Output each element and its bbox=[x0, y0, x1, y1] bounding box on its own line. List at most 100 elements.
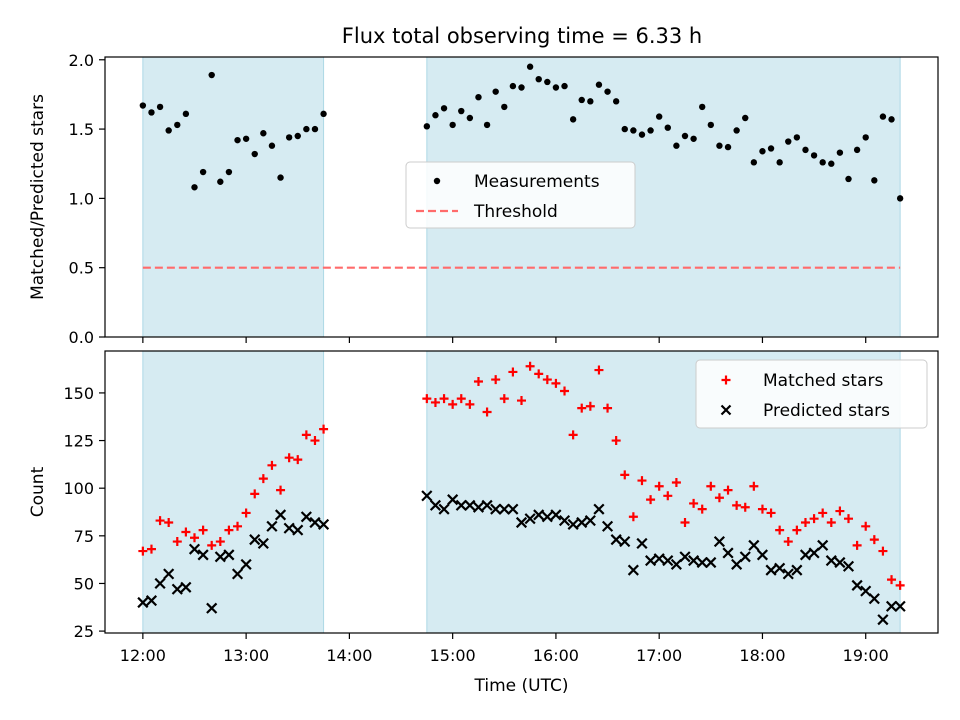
measurement-point bbox=[492, 88, 499, 95]
measurement-point bbox=[621, 125, 628, 133]
predicted-star-point bbox=[851, 579, 863, 591]
predicted-star-point bbox=[662, 555, 674, 567]
predicted-star-point bbox=[567, 518, 579, 530]
matched-star-point bbox=[215, 537, 225, 547]
x-tick-label: 17:00 bbox=[636, 646, 682, 665]
predicted-star-point bbox=[481, 499, 493, 511]
predicted-star-point bbox=[300, 511, 312, 523]
matched-star-point bbox=[508, 367, 518, 377]
y-tick-label: 75 bbox=[74, 527, 94, 546]
matched-star-point bbox=[852, 540, 862, 550]
measurement-point bbox=[733, 127, 740, 134]
measurement-point bbox=[793, 134, 801, 141]
matched-star-point bbox=[517, 396, 526, 406]
predicted-star-point bbox=[808, 547, 820, 559]
measurement-point bbox=[862, 134, 869, 141]
matched-star-point bbox=[895, 580, 905, 590]
matched-star-point bbox=[241, 508, 251, 518]
measurement-point bbox=[148, 109, 155, 116]
measurement-point bbox=[191, 184, 198, 191]
matched-star-point bbox=[671, 477, 681, 487]
predicted-star-point bbox=[627, 564, 639, 576]
matched-star-point bbox=[525, 361, 535, 371]
legend-label: Measurements bbox=[474, 172, 600, 192]
measurement-point bbox=[285, 134, 293, 141]
measurement-point bbox=[303, 125, 310, 133]
measurement-point bbox=[888, 116, 895, 123]
predicted-star-point bbox=[696, 556, 708, 569]
matched-star-point bbox=[714, 493, 724, 503]
matched-star-point bbox=[628, 512, 638, 522]
matched-star-point bbox=[138, 546, 148, 556]
measurement-point bbox=[449, 121, 456, 129]
legend-box bbox=[405, 161, 636, 229]
predicted-star-point bbox=[868, 593, 880, 605]
measurement-point bbox=[509, 82, 517, 90]
matched-star-point bbox=[878, 546, 888, 556]
matched-star-point bbox=[293, 455, 303, 465]
predicted-star-point bbox=[507, 503, 519, 515]
matched-star-point bbox=[439, 394, 449, 404]
predicted-star-point bbox=[472, 501, 485, 513]
matched-star-point bbox=[250, 489, 260, 499]
matched-star-point bbox=[663, 491, 673, 501]
matched-star-point bbox=[749, 481, 759, 491]
predicted-star-point bbox=[782, 568, 794, 580]
predicted-star-point bbox=[894, 600, 906, 612]
matched-star-point bbox=[792, 525, 802, 535]
predicted-star-point bbox=[163, 568, 175, 580]
matched-star-point bbox=[198, 525, 208, 535]
measurement-point bbox=[225, 168, 233, 176]
matched-star-point bbox=[844, 514, 854, 524]
y-axis-label: Count bbox=[28, 466, 48, 517]
predicted-star-point bbox=[679, 551, 691, 563]
matched-star-point bbox=[568, 430, 578, 440]
matched-star-point bbox=[319, 424, 329, 434]
predicted-star-point bbox=[498, 503, 510, 515]
measurement-point bbox=[845, 175, 852, 183]
measurement-point bbox=[544, 78, 551, 86]
predicted-star-point bbox=[825, 555, 837, 567]
axes-frame bbox=[104, 56, 939, 338]
matched-star-point bbox=[603, 403, 613, 413]
measurement-point bbox=[260, 130, 267, 137]
predicted-star-point bbox=[292, 524, 304, 536]
legend-box bbox=[695, 359, 928, 429]
measurement-point bbox=[526, 63, 534, 70]
predicted-star-point bbox=[214, 551, 226, 563]
matched-star-point bbox=[155, 516, 165, 526]
predicted-star-point bbox=[705, 556, 717, 569]
measurement-point bbox=[612, 98, 620, 105]
matched-star-point bbox=[646, 495, 656, 505]
matched-star-point bbox=[310, 436, 320, 446]
observing-window-1 bbox=[142, 56, 325, 338]
measurement-point bbox=[458, 107, 465, 115]
legend: Matched stars Predicted stars bbox=[695, 359, 928, 429]
measurement-point bbox=[595, 81, 603, 88]
predicted-star-point bbox=[885, 600, 898, 612]
x-tick-label: 19:00 bbox=[843, 646, 889, 665]
measurement-point bbox=[604, 88, 611, 95]
ratio-panel: 0.0 0.5 1.0 1.5 2.0 Matched/Predicted stars Me… bbox=[28, 51, 939, 347]
measurement-point bbox=[311, 125, 319, 133]
measurement-point bbox=[638, 131, 646, 138]
measurement-point bbox=[785, 138, 792, 145]
x-tick-label: 16:00 bbox=[533, 646, 579, 665]
matched-star-point bbox=[861, 521, 871, 531]
measurement-point bbox=[475, 93, 482, 101]
predicted-star-point bbox=[188, 543, 201, 555]
legend-label: Predicted stars bbox=[763, 401, 890, 421]
predicted-star-point bbox=[145, 595, 158, 607]
x-tick-label: 14:00 bbox=[326, 646, 372, 665]
measurement-point bbox=[501, 103, 508, 111]
legend-measurement-marker bbox=[433, 177, 441, 185]
matched-star-point bbox=[146, 544, 156, 554]
predicted-star-point bbox=[429, 499, 442, 511]
measurement-point bbox=[432, 112, 439, 119]
measurement-point bbox=[578, 96, 585, 104]
matched-star-point bbox=[611, 436, 621, 446]
measurement-point bbox=[819, 159, 826, 166]
x-tick-label: 12:00 bbox=[120, 646, 166, 665]
x-tick-label: 15:00 bbox=[430, 646, 476, 665]
matched-star-point bbox=[620, 470, 630, 480]
